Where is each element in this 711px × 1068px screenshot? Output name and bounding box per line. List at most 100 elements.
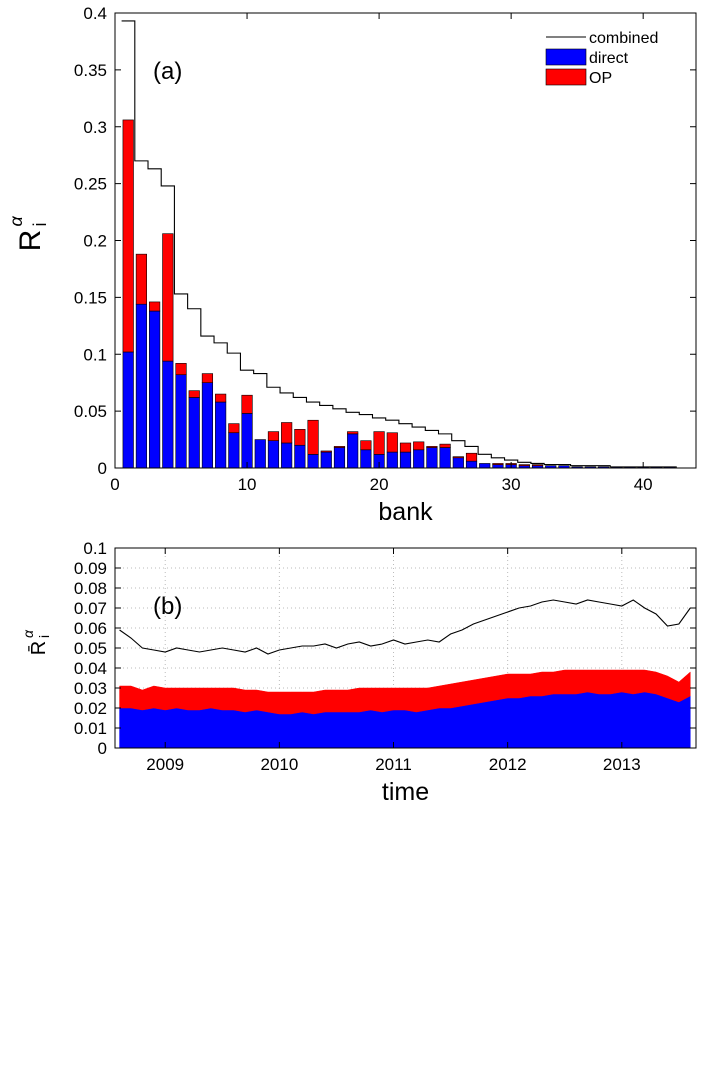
x-axis-label: bank: [378, 498, 433, 526]
x-tick-label: 20: [370, 475, 389, 494]
legend-label: combined: [589, 30, 658, 47]
bar: [281, 442, 293, 469]
y-label-base: R: [14, 230, 47, 252]
y-tick-label: 0: [98, 739, 107, 758]
y-tick-label: 0.04: [74, 659, 107, 678]
bar: [135, 253, 147, 305]
y-tick-label: 0.08: [74, 579, 107, 598]
legend-label: direct: [589, 50, 629, 67]
bar: [439, 443, 451, 448]
y-tick-label: 0: [98, 459, 107, 478]
bar: [360, 449, 372, 469]
bar: [452, 457, 464, 469]
y-label-sup: α: [6, 216, 26, 227]
x-tick-label: 2012: [489, 755, 527, 774]
x-tick-label: 2009: [146, 755, 184, 774]
y-tick-label: 0.03: [74, 679, 107, 698]
x-tick-label: 30: [502, 475, 521, 494]
y-tick-label: 0.07: [74, 599, 107, 618]
x-tick-label: 10: [238, 475, 257, 494]
bar: [122, 351, 134, 469]
y-tick-label: 0.01: [74, 719, 107, 738]
bar: [413, 441, 425, 451]
x-tick-label: 2010: [260, 755, 298, 774]
panel: 0 0.05 0.1 0.15 0.2 0.25 0.3 0.35 0.4 0 10 20 30 40 ba…: [6, 4, 697, 526]
y-label-sup: α: [20, 629, 36, 638]
y-label-base: R̄: [27, 641, 50, 655]
bar: [201, 373, 214, 383]
x-tick-label: 2013: [603, 755, 641, 774]
y-tick-label: 0.4: [83, 4, 107, 23]
bar: [149, 301, 161, 312]
legend-swatch: [545, 48, 587, 66]
bar: [135, 303, 147, 469]
bar: [122, 119, 134, 353]
x-tick-label: 40: [634, 475, 653, 494]
bar: [465, 460, 478, 469]
bar: [228, 423, 240, 434]
bar: [492, 464, 504, 469]
bar: [320, 451, 332, 469]
line: [121, 20, 677, 468]
area: [119, 669, 691, 715]
y-tick-label: 0.1: [83, 539, 107, 558]
bar: [333, 447, 346, 469]
y-tick-label: 0.09: [74, 559, 107, 578]
bar: [188, 390, 200, 398]
y-label-sub: i: [30, 223, 50, 227]
bar: [294, 444, 306, 469]
bar: [307, 454, 319, 469]
bar: [241, 394, 253, 414]
y-tick-label: 0.02: [74, 699, 107, 718]
bar: [426, 447, 438, 469]
y-tick-label: 0.35: [74, 61, 107, 80]
bar: [294, 429, 306, 446]
bar: [426, 446, 438, 448]
bar: [347, 433, 359, 469]
bar: [479, 463, 491, 469]
bar: [492, 463, 504, 465]
bar: [188, 397, 200, 469]
y-label-sub: i: [36, 635, 52, 638]
bar: [215, 393, 227, 403]
bar: [254, 439, 266, 469]
y-tick-label: 0.2: [83, 232, 107, 251]
bar: [320, 450, 332, 453]
bar: [360, 440, 372, 451]
y-tick-label: 0.3: [83, 118, 107, 137]
bar: [162, 233, 174, 362]
y-tick-label: 0.06: [74, 619, 107, 638]
bar: [149, 310, 161, 469]
bar: [333, 446, 346, 448]
y-tick-label: 0.05: [74, 639, 107, 658]
annotation: (a): [153, 58, 182, 85]
bar: [215, 401, 227, 469]
bar: [162, 360, 174, 469]
bar: [201, 382, 214, 469]
bar: [399, 442, 412, 453]
legend-swatch: [545, 68, 587, 86]
bar: [241, 413, 253, 469]
y-tick-label: 0.05: [74, 402, 107, 421]
x-tick-label: 0: [110, 475, 119, 494]
bar: [465, 452, 478, 462]
panel: 00.010.020.030.040.050.060.070.080.090.1…: [20, 539, 697, 806]
bar: [386, 451, 398, 469]
bar: [228, 432, 240, 469]
bar: [413, 449, 425, 469]
bar: [518, 464, 530, 467]
line: [119, 599, 691, 655]
annotation: (b): [153, 593, 182, 620]
bar: [386, 432, 398, 453]
bar: [267, 440, 280, 469]
y-tick-label: 0.15: [74, 288, 107, 307]
bar: [531, 464, 544, 467]
bar: [281, 422, 293, 444]
bar: [347, 431, 359, 435]
bar: [175, 374, 187, 469]
y-tick-label: 0.25: [74, 175, 107, 194]
bar: [267, 431, 280, 442]
legend-label: OP: [589, 70, 612, 87]
y-axis-label: Rα i: [6, 216, 50, 252]
